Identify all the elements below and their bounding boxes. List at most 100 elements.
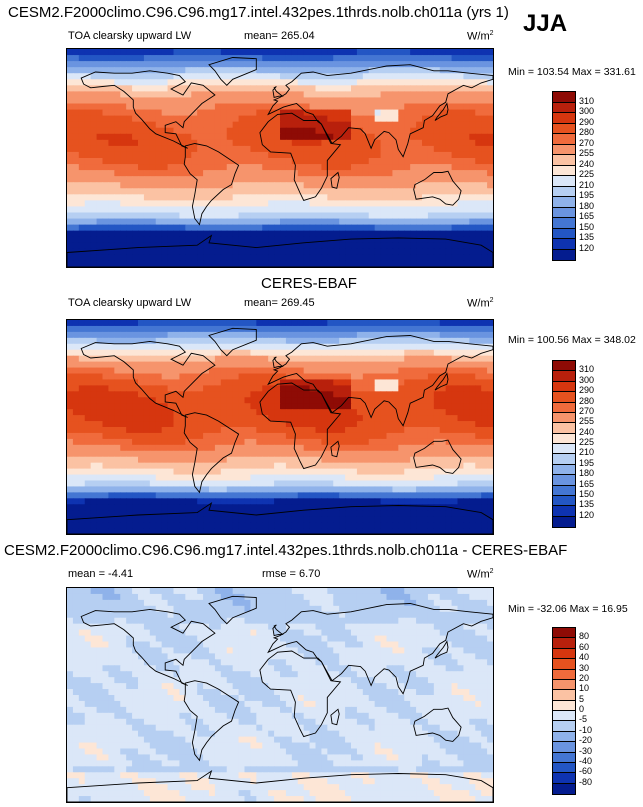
field-cell	[422, 427, 429, 434]
field-cell	[179, 391, 186, 398]
field-cell	[469, 438, 476, 446]
field-cell	[327, 103, 334, 111]
field-cell	[297, 379, 305, 386]
field-cell	[333, 127, 340, 135]
field-cell	[374, 361, 382, 369]
field-cell	[398, 73, 405, 80]
field-cell	[220, 67, 228, 74]
field-cell	[280, 127, 287, 135]
field-cell	[481, 188, 488, 195]
field-cell	[291, 248, 299, 256]
field-cell	[220, 49, 228, 56]
field-cell	[173, 474, 181, 482]
field-cell	[333, 79, 340, 86]
field-cell	[250, 145, 257, 153]
field-cell	[226, 260, 234, 267]
field-cell	[197, 200, 204, 208]
field-cell	[351, 170, 358, 177]
field-cell	[356, 367, 364, 375]
field-cell	[356, 450, 364, 458]
field-cell	[333, 97, 340, 105]
field-cell	[250, 133, 257, 141]
field-cell	[203, 133, 210, 141]
field-cell	[386, 85, 394, 92]
field-cell	[321, 212, 328, 220]
field-cell	[392, 498, 399, 505]
field-cell	[303, 200, 311, 208]
field-cell	[72, 67, 80, 74]
field-cell	[185, 182, 192, 189]
field-cell	[280, 182, 287, 189]
field-cell	[285, 415, 293, 422]
field-cell	[427, 61, 435, 68]
field-cell	[333, 361, 340, 369]
field-cell	[427, 415, 435, 422]
field-cell	[374, 373, 382, 381]
field-cell	[356, 444, 364, 452]
field-cell	[481, 97, 488, 105]
field-cell	[220, 145, 228, 153]
field-cell	[90, 200, 98, 208]
field-cell	[191, 349, 198, 357]
field-cell	[96, 49, 104, 56]
field-cell	[114, 55, 121, 62]
field-cell	[445, 379, 453, 386]
field-cell	[280, 109, 287, 117]
field-cell	[333, 403, 340, 410]
field-cell	[457, 212, 465, 220]
field-cell	[220, 206, 228, 214]
field-cell	[268, 361, 275, 369]
field-cell	[333, 367, 340, 375]
field-cell	[392, 438, 399, 446]
field-cell	[138, 158, 145, 165]
field-cell	[274, 510, 281, 517]
field-cell	[433, 212, 441, 220]
field-cell	[108, 164, 115, 171]
field-cell	[268, 61, 275, 68]
field-cell	[78, 403, 86, 410]
field-cell	[386, 260, 394, 267]
field-cell	[368, 355, 376, 363]
field-cell	[102, 337, 110, 345]
field-cell	[244, 492, 252, 499]
field-cell	[161, 170, 169, 177]
field-cell	[351, 450, 358, 458]
field-cell	[386, 325, 394, 333]
field-cell	[339, 391, 346, 398]
field-cell	[374, 391, 382, 398]
field-cell	[96, 480, 104, 488]
field-cell	[339, 194, 346, 201]
field-cell	[291, 121, 299, 129]
field-cell	[475, 468, 482, 476]
field-cell	[262, 67, 269, 74]
field-cell	[280, 480, 287, 488]
field-cell	[191, 158, 198, 165]
field-cell	[404, 254, 411, 262]
field-cell	[108, 67, 115, 74]
field-cell	[457, 139, 465, 147]
field-cell	[102, 133, 110, 141]
field-cell	[262, 462, 269, 470]
field-cell	[220, 115, 228, 123]
field-cell	[96, 176, 104, 183]
field-cell	[256, 115, 263, 123]
field-cell	[114, 260, 121, 267]
field-cell	[321, 200, 328, 208]
field-cell	[214, 444, 222, 452]
field-cell	[315, 55, 323, 62]
field-cell	[463, 397, 470, 404]
field-cell	[433, 49, 441, 56]
field-cell	[285, 320, 293, 327]
field-cell	[167, 432, 175, 440]
field-cell	[96, 67, 104, 74]
field-cell	[191, 248, 198, 256]
field-cell	[368, 331, 376, 339]
field-cell	[232, 164, 240, 171]
field-cell	[451, 212, 459, 220]
field-cell	[102, 194, 110, 201]
field-cell	[203, 343, 210, 351]
field-cell	[404, 91, 411, 99]
field-cell	[291, 456, 299, 464]
field-cell	[297, 480, 305, 488]
field-cell	[203, 331, 210, 339]
